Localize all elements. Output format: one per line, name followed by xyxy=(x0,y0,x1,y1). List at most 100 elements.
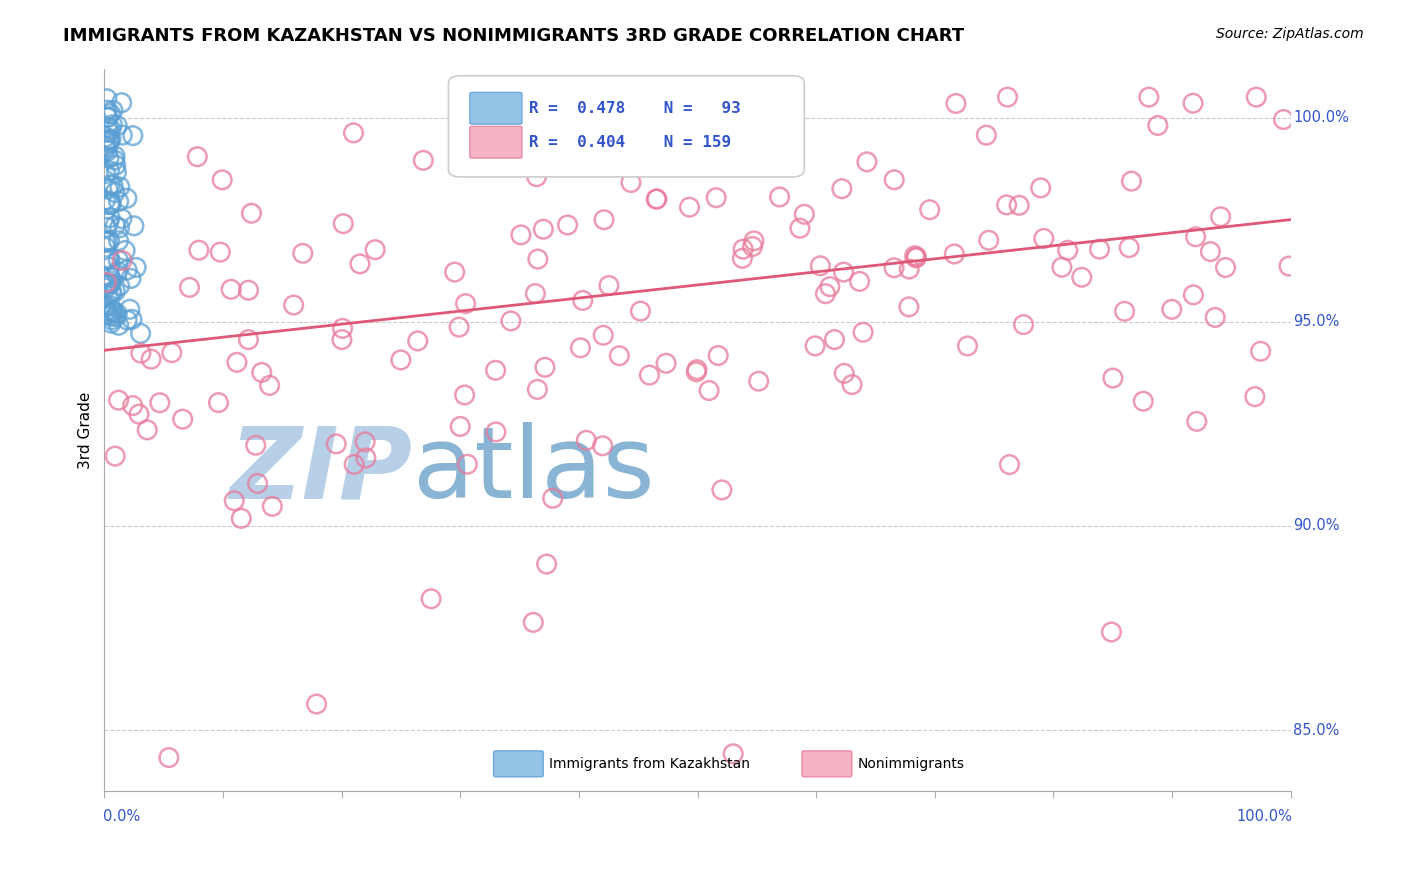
Point xyxy=(98,270,121,285)
Point xyxy=(262,500,284,514)
Point xyxy=(128,407,150,421)
Point xyxy=(115,263,138,277)
FancyBboxPatch shape xyxy=(801,751,852,777)
Point xyxy=(100,316,122,330)
Point xyxy=(905,250,928,264)
Point xyxy=(678,200,700,214)
Point xyxy=(104,449,127,463)
Point xyxy=(97,182,120,196)
Point xyxy=(575,434,598,448)
FancyBboxPatch shape xyxy=(494,751,543,777)
Point xyxy=(98,133,121,147)
Point xyxy=(1121,174,1143,188)
Point xyxy=(97,215,120,229)
Point xyxy=(453,388,475,402)
Point xyxy=(569,341,592,355)
Point xyxy=(291,246,314,260)
Point xyxy=(104,186,127,200)
Point xyxy=(1272,112,1295,127)
Point xyxy=(1209,210,1232,224)
Point xyxy=(100,106,122,120)
Point xyxy=(685,365,707,379)
Point xyxy=(592,328,614,343)
Point xyxy=(1132,394,1154,409)
Point xyxy=(98,163,121,178)
Point xyxy=(121,399,143,413)
Point xyxy=(94,281,117,295)
Point xyxy=(97,307,120,321)
Text: 0.0%: 0.0% xyxy=(103,809,141,824)
Point xyxy=(342,126,364,140)
Text: R =  0.478    N =   93: R = 0.478 N = 93 xyxy=(529,101,741,116)
Point xyxy=(1029,181,1052,195)
Point xyxy=(107,234,129,248)
Point xyxy=(731,252,754,266)
Point xyxy=(804,339,827,353)
Point xyxy=(104,219,127,233)
Point xyxy=(541,491,564,506)
Point xyxy=(1137,90,1160,104)
Point xyxy=(789,221,811,235)
Point xyxy=(945,96,967,111)
Point xyxy=(630,304,652,318)
Point xyxy=(456,457,478,471)
Point xyxy=(741,239,763,253)
Point xyxy=(105,268,128,282)
Point xyxy=(742,234,765,248)
Point xyxy=(349,257,371,271)
Point xyxy=(848,274,870,288)
Point xyxy=(406,334,429,348)
Point xyxy=(623,114,645,128)
Point xyxy=(768,190,790,204)
Point xyxy=(121,128,143,143)
Point xyxy=(111,128,134,143)
Point xyxy=(100,313,122,327)
Point xyxy=(97,144,120,158)
Point xyxy=(824,333,846,347)
Text: Source: ZipAtlas.com: Source: ZipAtlas.com xyxy=(1216,27,1364,41)
Point xyxy=(592,439,614,453)
Point xyxy=(305,697,328,711)
Point xyxy=(98,260,121,274)
Point xyxy=(100,195,122,210)
Text: 85.0%: 85.0% xyxy=(1294,723,1340,738)
Point xyxy=(172,412,194,426)
Point xyxy=(1146,119,1168,133)
Point xyxy=(105,165,128,179)
Point xyxy=(94,130,117,145)
Point xyxy=(443,265,465,279)
Point xyxy=(97,120,120,135)
Point xyxy=(832,367,855,381)
Point xyxy=(101,285,124,300)
Point xyxy=(94,167,117,181)
Point xyxy=(1182,96,1205,111)
Point xyxy=(364,243,387,257)
FancyBboxPatch shape xyxy=(470,93,522,124)
Point xyxy=(620,176,643,190)
Point xyxy=(104,285,127,299)
Point xyxy=(1182,288,1205,302)
Point xyxy=(1012,318,1035,332)
Point xyxy=(897,300,920,314)
Point xyxy=(179,280,201,294)
Point xyxy=(108,278,131,293)
Text: Immigrants from Kazakhstan: Immigrants from Kazakhstan xyxy=(550,756,751,771)
Point xyxy=(129,326,152,341)
Point xyxy=(97,125,120,139)
Point xyxy=(136,423,159,437)
Point xyxy=(655,356,678,370)
Point xyxy=(814,286,837,301)
Point xyxy=(731,242,754,256)
Point xyxy=(1160,302,1182,317)
Point xyxy=(389,353,412,368)
Point xyxy=(704,191,727,205)
Point xyxy=(526,169,548,184)
Point xyxy=(1215,260,1237,275)
Point xyxy=(245,438,267,452)
Point xyxy=(94,304,117,318)
Point xyxy=(97,151,120,165)
Point xyxy=(918,202,941,217)
Text: 100.0%: 100.0% xyxy=(1236,809,1292,824)
Point xyxy=(748,374,770,388)
Point xyxy=(96,139,118,153)
